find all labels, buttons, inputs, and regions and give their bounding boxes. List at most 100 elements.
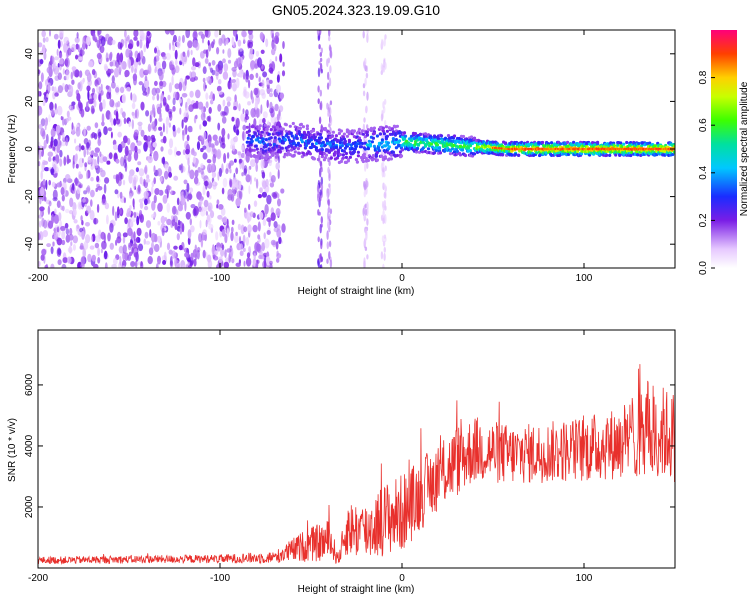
spectrogram-speckle (66, 154, 70, 165)
spectrogram-speckle (187, 229, 192, 239)
spectrogram-speckle (200, 51, 205, 59)
spectrogram-speckle (193, 40, 199, 48)
spectrogram-speckle (54, 208, 57, 215)
spectrogram-speckle (276, 257, 280, 263)
spectrogram-speckle (222, 58, 226, 64)
spectrogram-speckle (137, 121, 143, 127)
spectrogram-speckle (182, 149, 186, 156)
spectrogram-speckle (70, 71, 74, 80)
spectrogram-speckle (82, 198, 86, 203)
spectrogram-cell (268, 143, 272, 147)
spectrogram-speckle (249, 211, 254, 218)
spectrogram-speckle (47, 82, 52, 92)
spectrogram-speckle (143, 44, 146, 53)
spectrogram-speckle (206, 159, 212, 164)
spectrogram-cell (445, 146, 450, 150)
spectrogram-speckle (174, 221, 178, 231)
spectrogram-speckle (147, 140, 151, 149)
spectrogram-cell (355, 160, 359, 164)
spectrogram-speckle (280, 188, 285, 194)
spectrogram-speckle (255, 163, 258, 172)
spectrogram-speckle (119, 255, 122, 266)
spectrogram-speckle (76, 224, 80, 229)
spectrogram-cell (332, 153, 336, 157)
spectrogram-speckle (103, 126, 108, 136)
spectrogram-cell (331, 142, 335, 146)
spectrogram-cell (319, 136, 323, 140)
spectrogram-speckle (274, 31, 280, 38)
spectrogram-speckle (177, 219, 181, 226)
spectrogram-cell (259, 134, 263, 138)
spectrogram-speckle (172, 105, 176, 112)
spectrogram-speckle (47, 151, 54, 157)
spectrogram-speckle (57, 259, 62, 266)
spectrogram-speckle (146, 30, 151, 37)
spectrogram-cell (541, 140, 545, 145)
spectrogram-speckle (167, 94, 171, 101)
spectrogram-cell (249, 154, 253, 158)
snr-x-tick-label: 100 (576, 573, 593, 584)
spectrogram-speckle (270, 212, 276, 222)
spectrogram-speckle (258, 211, 264, 220)
spectrogram-speckle (275, 84, 281, 94)
spectrogram-speckle (101, 121, 105, 127)
spectrogram-speckle (210, 99, 214, 105)
spectrogram-speckle (157, 221, 161, 226)
spectrogram-speckle (70, 241, 73, 247)
spectrogram-cell (346, 159, 350, 163)
spectrogram-speckle (203, 199, 209, 208)
spectrogram-speckle (182, 51, 186, 57)
spectrogram-cell (517, 153, 521, 157)
spectrogram-speckle (234, 179, 241, 190)
spectrogram-cell (320, 148, 324, 152)
spectrogram-speckle (84, 162, 88, 168)
spectrogram-speckle (203, 131, 207, 141)
spectrogram-speckle (122, 259, 127, 268)
spectrogram-speckle (53, 234, 57, 240)
spectrogram-speckle (173, 175, 179, 181)
spectrogram-speckle (56, 237, 63, 246)
spectrogram-y-tick-label: -20 (24, 189, 35, 204)
spectrogram-speckle (362, 207, 365, 216)
spectrogram-speckle (123, 117, 127, 125)
spectrogram-speckle (160, 146, 164, 152)
spectrogram-speckle (133, 129, 139, 137)
spectrogram-x-tick-label: 100 (576, 273, 593, 284)
spectrogram-speckle (73, 69, 76, 77)
spectrogram-cell (343, 139, 347, 143)
spectrogram-speckle (174, 49, 178, 60)
spectrogram-cell (342, 132, 346, 136)
spectrogram-cell (460, 148, 465, 152)
spectrogram-speckle (152, 141, 157, 148)
spectrogram-speckle (235, 117, 240, 129)
spectrogram-cell (292, 153, 296, 157)
spectrogram-speckle (136, 140, 142, 146)
spectrogram-speckle (209, 163, 215, 173)
spectrogram-cell (260, 155, 264, 159)
spectrogram-speckle (366, 91, 369, 101)
spectrogram-speckle (88, 98, 94, 105)
spectrogram-speckle (61, 230, 66, 240)
spectrogram-speckle (270, 88, 273, 93)
spectrogram-speckle (150, 110, 154, 116)
spectrogram-speckle (91, 254, 97, 262)
spectrogram-speckle (242, 124, 247, 131)
spectrogram-speckle (164, 30, 171, 35)
spectrogram-speckle (327, 71, 330, 81)
spectrogram-speckle (183, 247, 189, 253)
spectrogram-speckle (318, 116, 322, 125)
spectrogram-speckle (44, 167, 50, 172)
spectrogram-speckle (168, 138, 174, 149)
spectrogram-speckle (365, 230, 368, 241)
spectrogram-speckle (239, 243, 244, 251)
spectrogram-speckle (198, 233, 202, 243)
spectrogram-speckle (132, 243, 138, 250)
spectrogram-speckle (132, 198, 135, 208)
spectrogram-speckle (64, 84, 69, 93)
spectrogram-speckle (174, 83, 180, 90)
spectrogram-speckle (206, 190, 210, 198)
snr-series-line (38, 364, 675, 565)
spectrogram-speckle (42, 37, 46, 43)
spectrogram-speckle (255, 87, 260, 99)
